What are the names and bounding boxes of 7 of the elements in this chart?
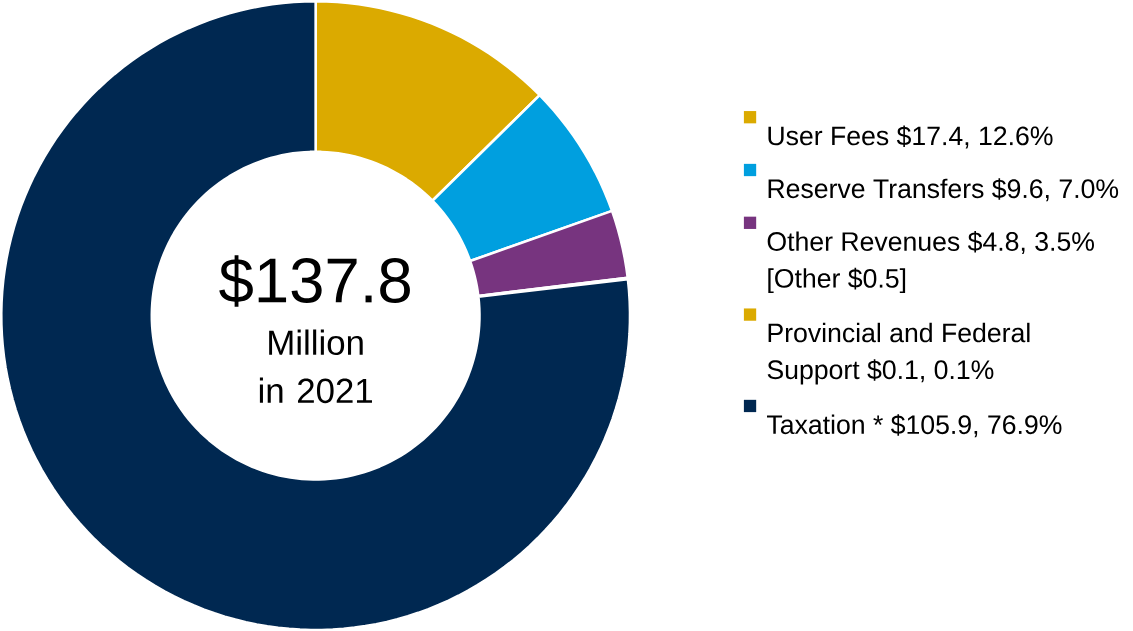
text: $137.8 — [219, 255, 410, 307]
legend-label: Provincial and Federal Support $0.1, 0.1% — [767, 322, 1030, 385]
legend-label: Reserve Transfers $9.6, 7.0% — [768, 178, 1119, 202]
legend-label: Taxation * $105.9, 76.9% — [767, 414, 1062, 438]
text: Million in 2021 — [259, 329, 372, 404]
legend-label: Other Revenues $4.8, 3.5% [Other $0.5] — [767, 230, 1094, 293]
legend-label: User Fees $17.4, 12.6% — [768, 125, 1053, 149]
